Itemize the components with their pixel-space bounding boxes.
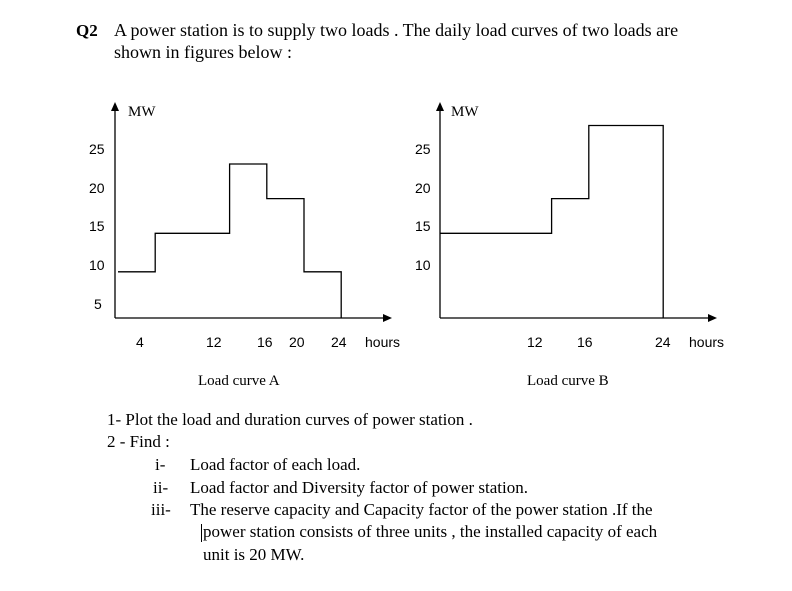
task-item-1: 1- Plot the load and duration curves of … (107, 410, 473, 429)
chart-a-ytick-20: 20 (89, 180, 105, 196)
chart-b-ytick-20: 20 (415, 180, 431, 196)
chart-a-ytick-25: 25 (89, 141, 105, 157)
chart-b-ylabel: MW (451, 104, 479, 120)
chart-a-ytick-15: 15 (89, 218, 105, 234)
text-cursor (201, 524, 202, 542)
chart-b-x-axis-arrow (708, 314, 717, 322)
chart-a-xtick-12: 12 (206, 334, 222, 350)
sub-iii-line-3: unit is 20 MW. (203, 545, 305, 564)
sub-iii-line-1: The reserve capacity and Capacity factor… (190, 500, 653, 519)
sub-i-marker: i- (155, 455, 166, 474)
sub-i-text: Load factor of each load. (190, 455, 361, 474)
chart-a-caption: Load curve A (198, 373, 280, 389)
chart-a-xlabel: hours (365, 334, 400, 350)
chart-b-xtick-24: 24 (655, 334, 671, 350)
task-item-2: 2 - Find : (107, 432, 170, 451)
chart-a-xtick-20: 20 (289, 334, 305, 350)
load-curve-a-chart: MW hours 25 20 15 10 5 4 12 16 20 24 Loa… (89, 102, 400, 389)
question-text-line-2: shown in figures below : (114, 42, 292, 62)
chart-a-ytick-5: 5 (94, 296, 102, 312)
load-curve-b-chart: MW hours 25 20 15 10 12 16 24 Load curve… (415, 102, 724, 389)
chart-b-xlabel: hours (689, 334, 724, 350)
chart-a-xtick-16: 16 (257, 334, 273, 350)
chart-a-ytick-10: 10 (89, 257, 105, 273)
chart-a-ylabel: MW (128, 104, 156, 120)
chart-b-xtick-12: 12 (527, 334, 543, 350)
sub-iii-marker: iii- (151, 500, 171, 519)
chart-a-xtick-4: 4 (136, 334, 144, 350)
load-curve-a-line (118, 163, 342, 318)
chart-b-ytick-15: 15 (415, 218, 431, 234)
sub-iii-line-2: power station consists of three units , … (203, 522, 658, 541)
chart-a-y-axis-arrow (111, 102, 119, 111)
chart-b-ytick-10: 10 (415, 257, 431, 273)
chart-b-ytick-25: 25 (415, 141, 431, 157)
sub-ii-text: Load factor and Diversity factor of powe… (190, 478, 528, 497)
chart-b-y-axis-arrow (436, 102, 444, 111)
sub-ii-marker: ii- (153, 478, 169, 497)
chart-a-x-axis-arrow (383, 314, 392, 322)
question-text-line-1: A power station is to supply two loads .… (114, 20, 679, 40)
chart-b-caption: Load curve B (527, 373, 609, 389)
chart-b-xtick-16: 16 (577, 334, 593, 350)
question-number: Q2 (76, 21, 98, 40)
load-curve-b-line (440, 124, 664, 318)
chart-a-xtick-24: 24 (331, 334, 347, 350)
load-curves-figure: MW hours 25 20 15 10 5 4 12 16 20 24 Loa… (89, 102, 724, 389)
